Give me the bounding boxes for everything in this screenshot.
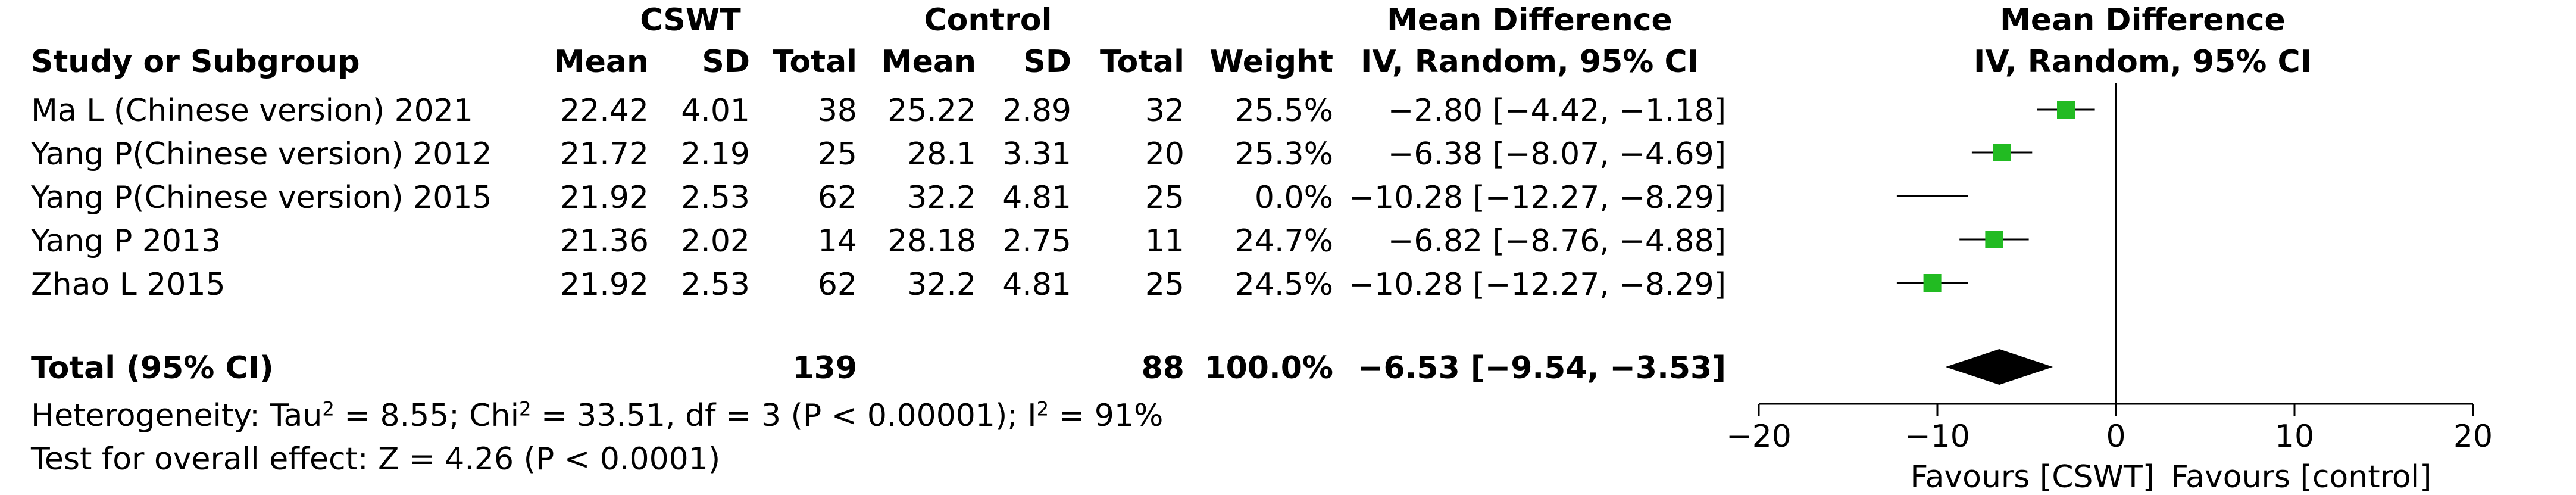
cswt-sd-value: 2.53 bbox=[681, 267, 750, 303]
control-mean-value: 28.18 bbox=[887, 223, 976, 259]
cswt-mean-value: 22.42 bbox=[560, 93, 649, 129]
control-total-value: 32 bbox=[1145, 93, 1184, 129]
cswt-mean-value: 21.92 bbox=[560, 180, 649, 216]
study-marker bbox=[2057, 101, 2075, 119]
cswt-total-header: Total bbox=[772, 44, 857, 80]
control-sd-value: 2.89 bbox=[1002, 93, 1071, 129]
cswt-sd-value: 2.02 bbox=[681, 223, 750, 259]
x-tick-label: 10 bbox=[2275, 419, 2314, 454]
cswt-total-value: 38 bbox=[817, 93, 857, 129]
total-control-n: 88 bbox=[1141, 350, 1184, 386]
weight-value: 0.0% bbox=[1254, 180, 1333, 216]
favours-cswt-label: Favours [CSWT] bbox=[1910, 459, 2155, 495]
plot-header: Mean Difference bbox=[2000, 2, 2286, 38]
cswt-sd-value: 2.19 bbox=[681, 136, 750, 172]
control-mean-value: 28.1 bbox=[907, 136, 976, 172]
control-sd-value: 2.75 bbox=[1002, 223, 1071, 259]
x-tick-label: −10 bbox=[1905, 419, 1970, 454]
control-mean-value: 32.2 bbox=[907, 267, 976, 303]
control-total-value: 25 bbox=[1145, 180, 1184, 216]
plot-method-header: IV, Random, 95% CI bbox=[1974, 44, 2312, 80]
ci-value: −6.82 [−8.76, −4.88] bbox=[1387, 223, 1726, 259]
control-sd-value: 3.31 bbox=[1002, 136, 1071, 172]
total-cswt-n: 139 bbox=[792, 350, 857, 386]
weight-value: 25.5% bbox=[1234, 93, 1333, 129]
study-marker bbox=[1985, 231, 2003, 248]
study-column-header: Study or Subgroup bbox=[31, 44, 360, 80]
total-ci: −6.53 [−9.54, −3.53] bbox=[1357, 350, 1726, 386]
study-name: Yang P(Chinese version) 2015 bbox=[31, 180, 492, 216]
cswt-mean-header: Mean bbox=[554, 44, 649, 80]
cswt-total-value: 62 bbox=[817, 180, 857, 216]
control-sd-value: 4.81 bbox=[1002, 180, 1071, 216]
control-total-value: 11 bbox=[1145, 223, 1184, 259]
total-label: Total (95% CI) bbox=[31, 350, 274, 386]
x-tick-label: −20 bbox=[1726, 419, 1792, 454]
cswt-sd-header: SD bbox=[702, 44, 750, 80]
cswt-mean-value: 21.72 bbox=[560, 136, 649, 172]
control-total-value: 20 bbox=[1145, 136, 1184, 172]
weight-value: 25.3% bbox=[1234, 136, 1333, 172]
control-total-header: Total bbox=[1099, 44, 1184, 80]
total-weight: 100.0% bbox=[1204, 350, 1333, 386]
cswt-sd-value: 4.01 bbox=[681, 93, 750, 129]
cswt-total-value: 14 bbox=[817, 223, 857, 259]
ci-value: −6.38 [−8.07, −4.69] bbox=[1387, 136, 1726, 172]
x-tick-label: 20 bbox=[2453, 419, 2493, 454]
ci-value: −2.80 [−4.42, −1.18] bbox=[1387, 93, 1726, 129]
cswt-sd-value: 2.53 bbox=[681, 180, 750, 216]
control-total-value: 25 bbox=[1145, 267, 1184, 303]
weight-value: 24.7% bbox=[1234, 223, 1333, 259]
study-name: Yang P(Chinese version) 2012 bbox=[31, 136, 492, 172]
control-sd-header: SD bbox=[1023, 44, 1071, 80]
control-mean-header: Mean bbox=[881, 44, 976, 80]
cswt-group-header: CSWT bbox=[640, 2, 741, 38]
study-marker bbox=[1993, 144, 2011, 161]
study-marker bbox=[1923, 274, 1942, 292]
cswt-mean-value: 21.36 bbox=[560, 223, 649, 259]
cswt-total-value: 62 bbox=[817, 267, 857, 303]
mean-difference-header: Mean Difference bbox=[1387, 2, 1672, 38]
heterogeneity-text: Heterogeneity: Tau2 = 8.55; Chi2 = 33.51… bbox=[31, 397, 1164, 434]
weight-header: Weight bbox=[1209, 44, 1333, 80]
x-tick-label: 0 bbox=[2106, 419, 2125, 454]
cswt-total-value: 25 bbox=[817, 136, 857, 172]
favours-control-label: Favours [control] bbox=[2171, 459, 2432, 495]
study-name: Ma L (Chinese version) 2021 bbox=[31, 93, 473, 129]
mean-difference-method-header: IV, Random, 95% CI bbox=[1361, 44, 1699, 80]
ci-value: −10.28 [−12.27, −8.29] bbox=[1348, 267, 1726, 303]
control-group-header: Control bbox=[924, 2, 1052, 38]
weight-value: 24.5% bbox=[1234, 267, 1333, 303]
control-sd-value: 4.81 bbox=[1002, 267, 1071, 303]
control-mean-value: 25.22 bbox=[887, 93, 976, 129]
study-name: Yang P 2013 bbox=[31, 223, 221, 259]
control-mean-value: 32.2 bbox=[907, 180, 976, 216]
overall-effect-text: Test for overall effect: Z = 4.26 (P < 0… bbox=[31, 441, 721, 477]
cswt-mean-value: 21.92 bbox=[560, 267, 649, 303]
ci-value: −10.28 [−12.27, −8.29] bbox=[1348, 180, 1726, 216]
total-diamond bbox=[1945, 349, 2053, 385]
study-name: Zhao L 2015 bbox=[31, 267, 226, 303]
